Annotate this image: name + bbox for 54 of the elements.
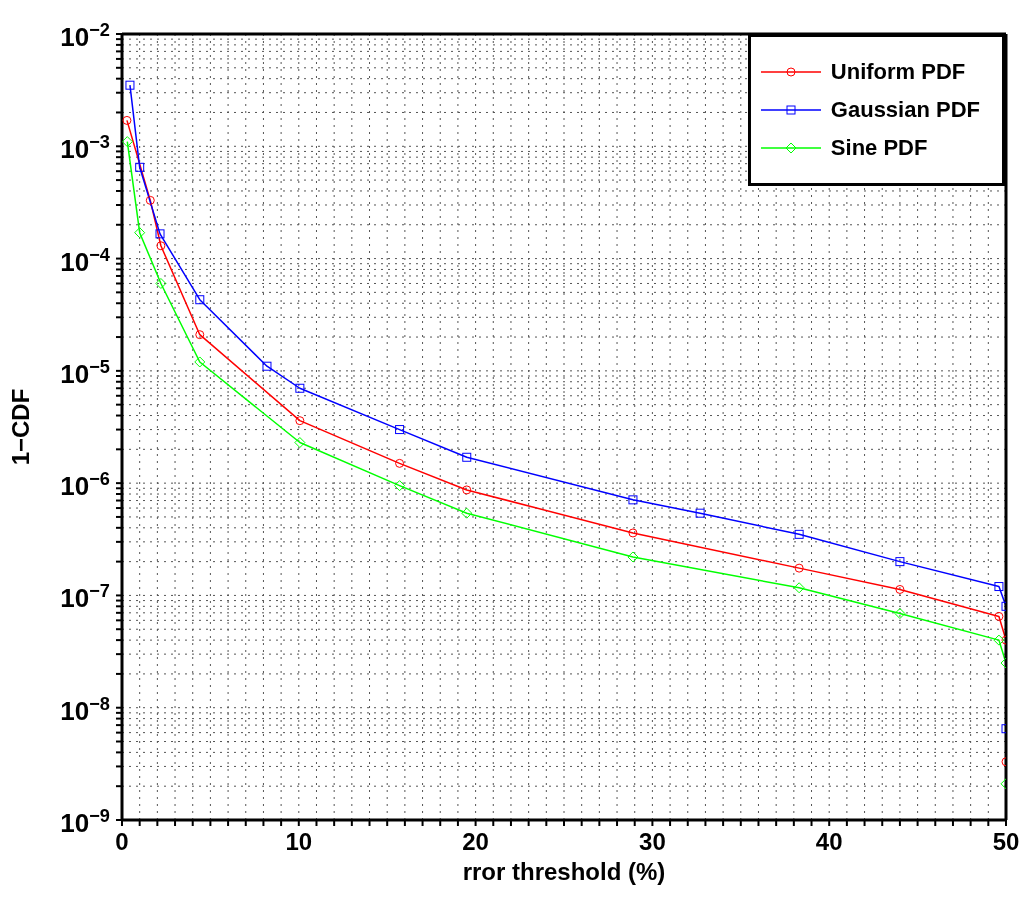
point (394, 480, 406, 492)
point (395, 425, 405, 435)
point (462, 485, 472, 495)
point (125, 80, 135, 90)
point (628, 495, 638, 505)
x-tick-label: 40 (815, 828, 843, 855)
point (134, 227, 146, 239)
point (793, 582, 805, 594)
x-tick-label: 30 (639, 828, 666, 855)
x-axis-title: rror threshold (%) (462, 858, 666, 885)
point (461, 507, 473, 519)
y-axis-title: 1−CDF (6, 388, 34, 466)
point (895, 584, 905, 594)
point (122, 136, 133, 148)
y-tick-label: 10$^{−4}$ (60, 244, 111, 277)
point (895, 557, 905, 567)
point (135, 162, 145, 172)
point (794, 563, 804, 573)
x-tick-label: 50 (992, 828, 1020, 855)
x-tick-label: 20 (462, 828, 489, 855)
y-tick-label: 10$^{−2}$ (60, 20, 110, 52)
point (695, 508, 705, 518)
x-tick-label: 0 (115, 828, 129, 855)
point (195, 330, 205, 340)
point (295, 416, 305, 426)
point (462, 452, 472, 462)
legend-label: Gaussian PDF (830, 97, 980, 123)
point (145, 195, 155, 205)
y-tick-label: 10$^{−9}$ (60, 806, 110, 838)
y-tick-label: 10$^{−5}$ (60, 356, 110, 389)
point (294, 437, 306, 449)
point (122, 115, 132, 125)
point (994, 611, 1004, 621)
point (262, 361, 272, 371)
point (993, 634, 1005, 646)
y-tick-label: 10$^{−6}$ (60, 469, 110, 502)
y-tick-label: 10$^{−3}$ (60, 132, 110, 165)
point (155, 229, 165, 239)
point (627, 551, 639, 563)
point (156, 241, 166, 251)
point (628, 528, 638, 538)
point (295, 383, 305, 393)
y-tick-label: 10$^{−8}$ (60, 693, 110, 726)
point (395, 458, 405, 468)
point (155, 277, 167, 289)
point (994, 582, 1004, 592)
point (195, 295, 205, 305)
legend-label: Uniform PDF (830, 59, 966, 85)
point (194, 356, 206, 368)
legend-label: Sine PDF (830, 135, 928, 161)
x-tick-label: 10 (285, 828, 313, 855)
point (794, 529, 804, 539)
y-tick-label: 10$^{−7}$ (60, 581, 110, 614)
point (894, 608, 906, 620)
